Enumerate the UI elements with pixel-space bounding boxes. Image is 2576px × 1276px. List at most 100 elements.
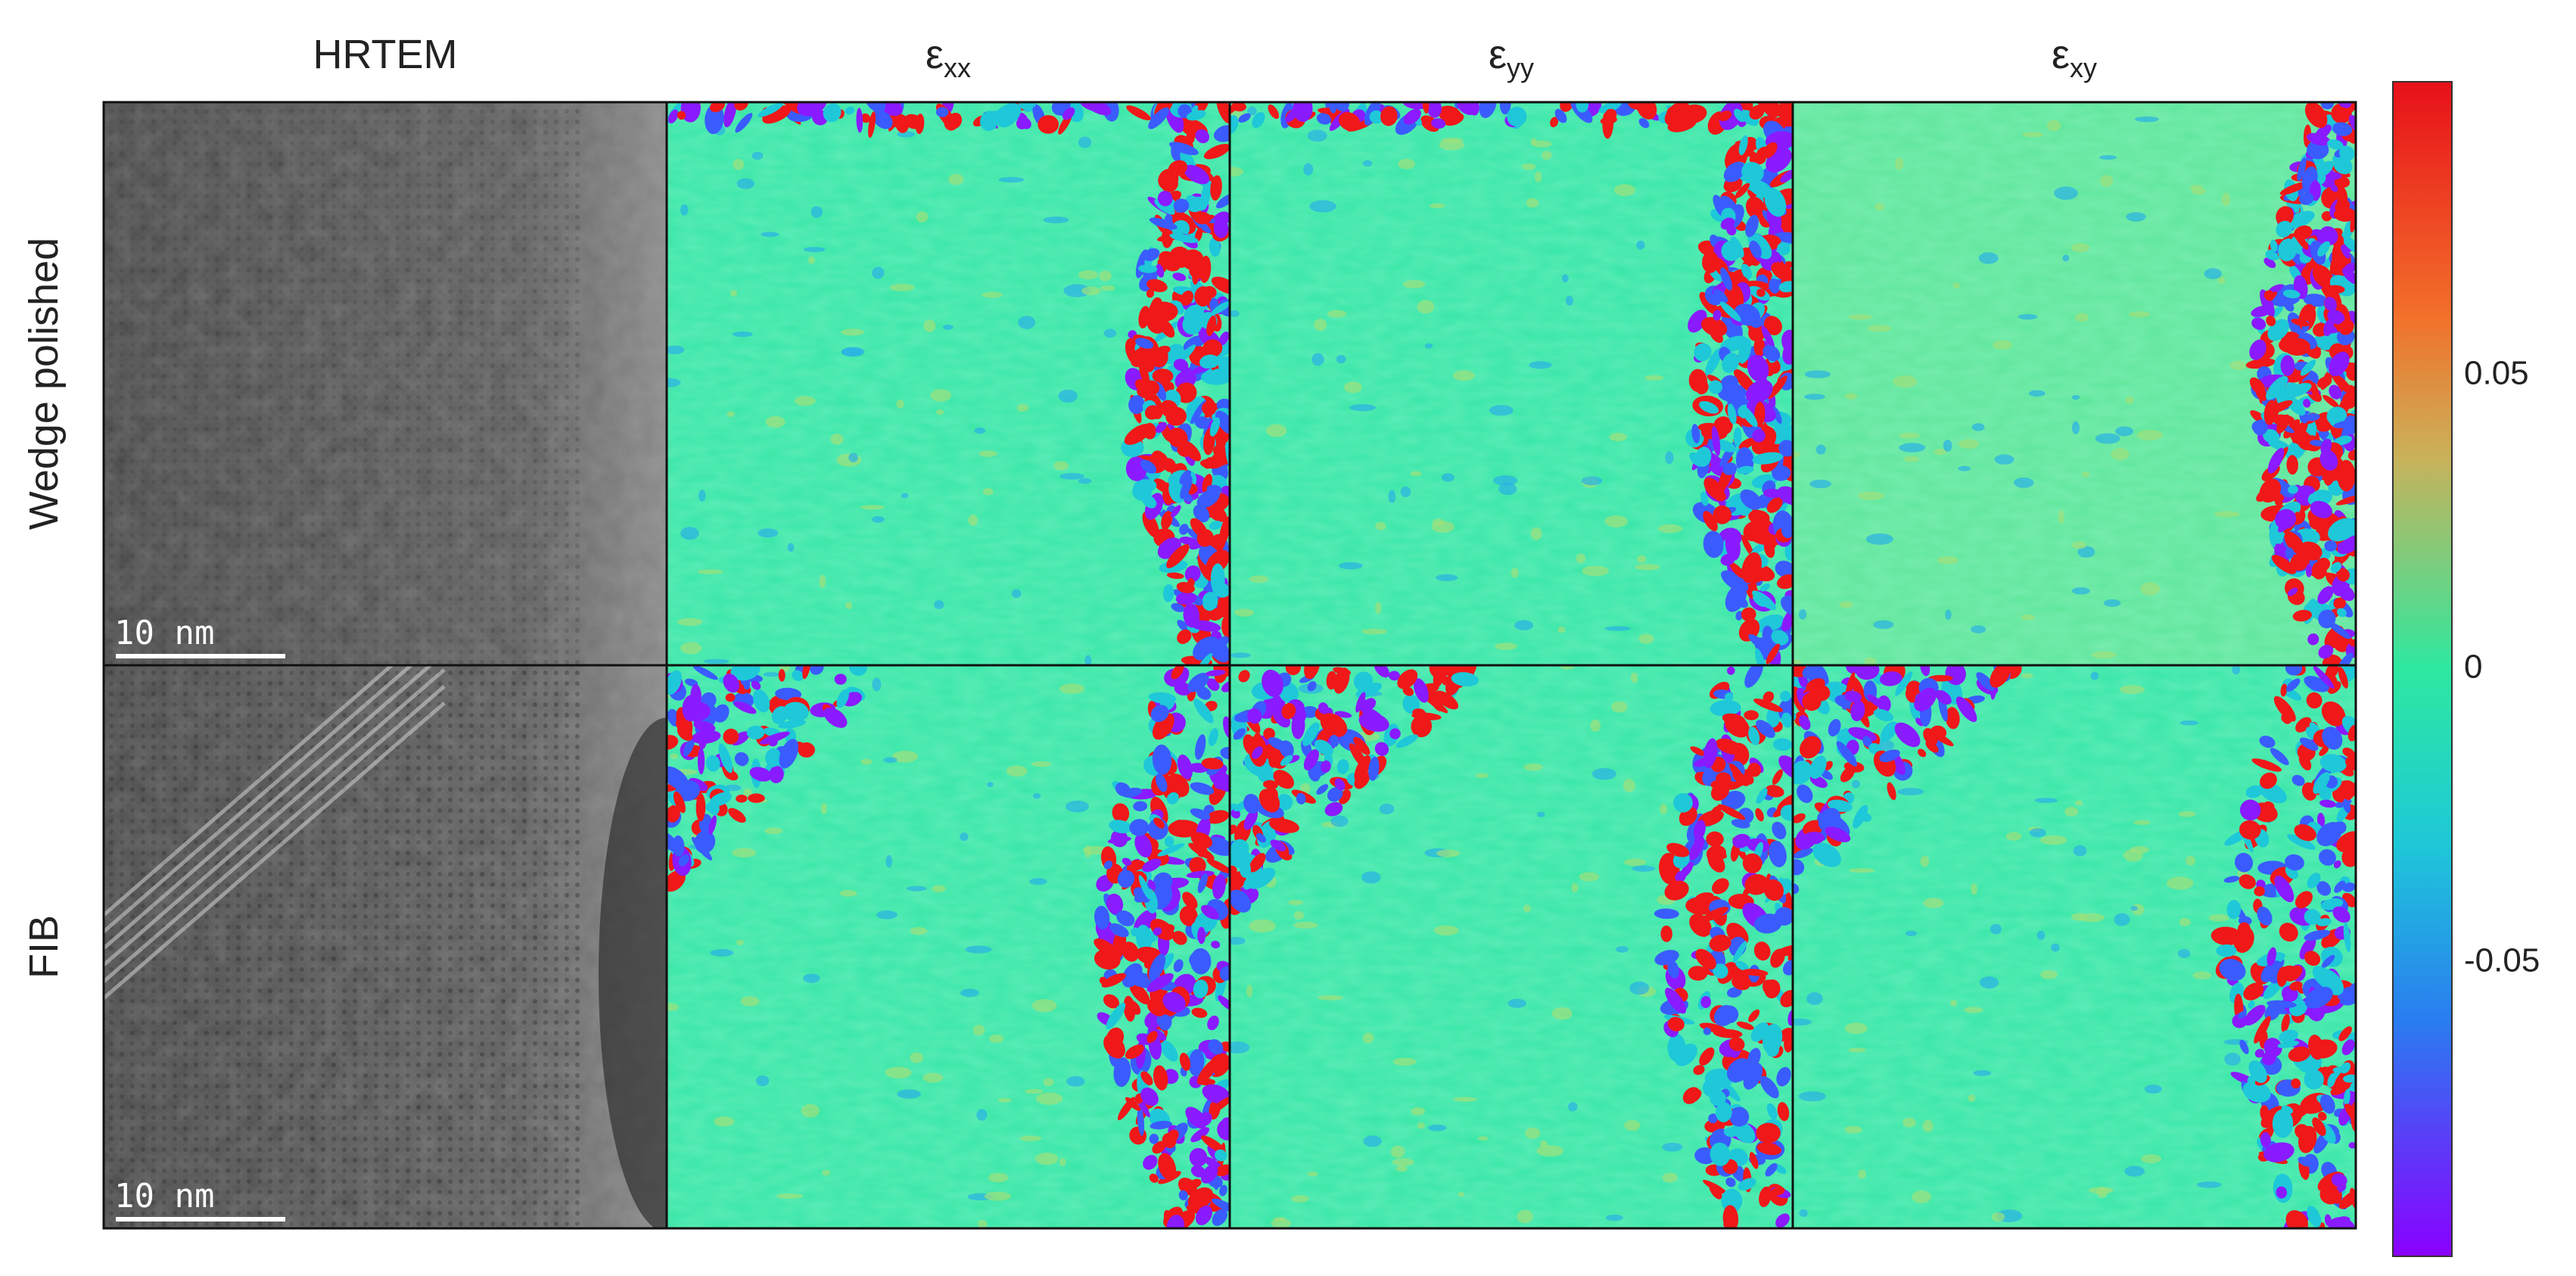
blob	[1690, 746, 1706, 756]
blob	[2342, 747, 2355, 758]
blob	[1750, 1022, 1769, 1042]
blob	[1177, 253, 1191, 264]
blob	[1699, 400, 1719, 414]
blob	[1219, 1184, 1227, 1197]
blob	[1747, 232, 1772, 260]
blob	[1148, 107, 1169, 129]
speck	[982, 487, 994, 496]
colorbar-tick-label: 0.05	[2464, 355, 2529, 392]
speck	[1895, 157, 1904, 170]
blob	[1338, 112, 1361, 132]
blob	[1270, 839, 1286, 851]
blob	[2266, 400, 2293, 415]
blob	[1221, 1041, 1230, 1053]
blob	[856, 107, 863, 133]
blob	[2291, 774, 2305, 786]
blob	[1776, 944, 1793, 957]
speck	[1537, 811, 1545, 817]
blob	[801, 102, 828, 117]
speck	[1066, 800, 1089, 813]
blob	[2320, 335, 2341, 350]
blob	[765, 748, 782, 767]
blob	[1166, 572, 1184, 579]
blob	[667, 766, 689, 790]
blob	[1238, 670, 1250, 683]
speck	[698, 490, 706, 502]
blob	[1212, 874, 1226, 900]
blob	[1268, 737, 1287, 751]
blob	[2336, 608, 2347, 618]
speck	[822, 1169, 831, 1176]
blob	[1764, 188, 1787, 217]
speck	[677, 618, 703, 626]
blob	[1738, 338, 1752, 364]
blob	[2237, 922, 2251, 937]
speck	[2133, 820, 2151, 826]
speck	[2224, 1053, 2241, 1066]
speck	[1793, 659, 1802, 665]
blob	[1179, 524, 1189, 535]
blob	[1710, 1142, 1731, 1166]
blob	[2340, 1062, 2351, 1074]
blob	[692, 665, 718, 680]
speck	[2040, 969, 2058, 979]
speck	[901, 493, 909, 499]
blob	[2321, 954, 2335, 969]
blob	[1263, 780, 1278, 789]
blob	[2298, 1156, 2312, 1167]
speck	[1662, 1142, 1683, 1152]
blob	[1374, 742, 1389, 756]
blob	[1741, 552, 1762, 584]
blob	[1720, 553, 1735, 566]
blob	[1184, 304, 1205, 325]
blob	[2319, 799, 2336, 808]
speck	[743, 788, 752, 797]
blob	[1180, 490, 1193, 503]
blob	[1158, 1153, 1177, 1181]
blob	[2305, 413, 2320, 422]
blob	[1182, 440, 1201, 462]
strain-map	[1230, 665, 1793, 1228]
blob	[2341, 391, 2356, 409]
blob	[2318, 1112, 2327, 1121]
blob	[2318, 609, 2336, 629]
blob	[1094, 905, 1110, 930]
stacking-fault	[104, 665, 395, 917]
blob	[1106, 893, 1124, 915]
blob	[1209, 417, 1221, 437]
blob	[2254, 1048, 2265, 1058]
speck	[1314, 319, 1327, 331]
blob	[1157, 843, 1185, 857]
speck	[1622, 778, 1635, 792]
blob	[1187, 672, 1209, 692]
speck	[1799, 608, 1807, 620]
blob	[2279, 182, 2308, 195]
blob	[1140, 1071, 1153, 1085]
speck	[1349, 404, 1377, 412]
blob	[1179, 905, 1198, 926]
blob	[792, 670, 804, 681]
speck	[1398, 158, 1415, 170]
speck	[1970, 625, 1986, 633]
blob	[2330, 562, 2342, 573]
speck	[1535, 171, 1542, 182]
speck	[1288, 900, 1304, 905]
blob	[1859, 812, 1872, 822]
blob	[1735, 960, 1749, 971]
blob	[1142, 858, 1162, 873]
blob	[1214, 776, 1230, 790]
speck	[1844, 1125, 1862, 1134]
blob	[1741, 534, 1754, 558]
blob	[1247, 708, 1262, 724]
blob	[1358, 712, 1389, 732]
stacking-fault	[104, 665, 414, 933]
blob	[1740, 489, 1762, 510]
blob	[1172, 272, 1187, 282]
blob	[2328, 518, 2356, 542]
speck	[1971, 883, 1977, 895]
blob	[1725, 1177, 1736, 1187]
blob	[1598, 102, 1622, 114]
speck	[1905, 930, 1918, 936]
blob	[2347, 449, 2356, 461]
speck	[1530, 527, 1542, 540]
